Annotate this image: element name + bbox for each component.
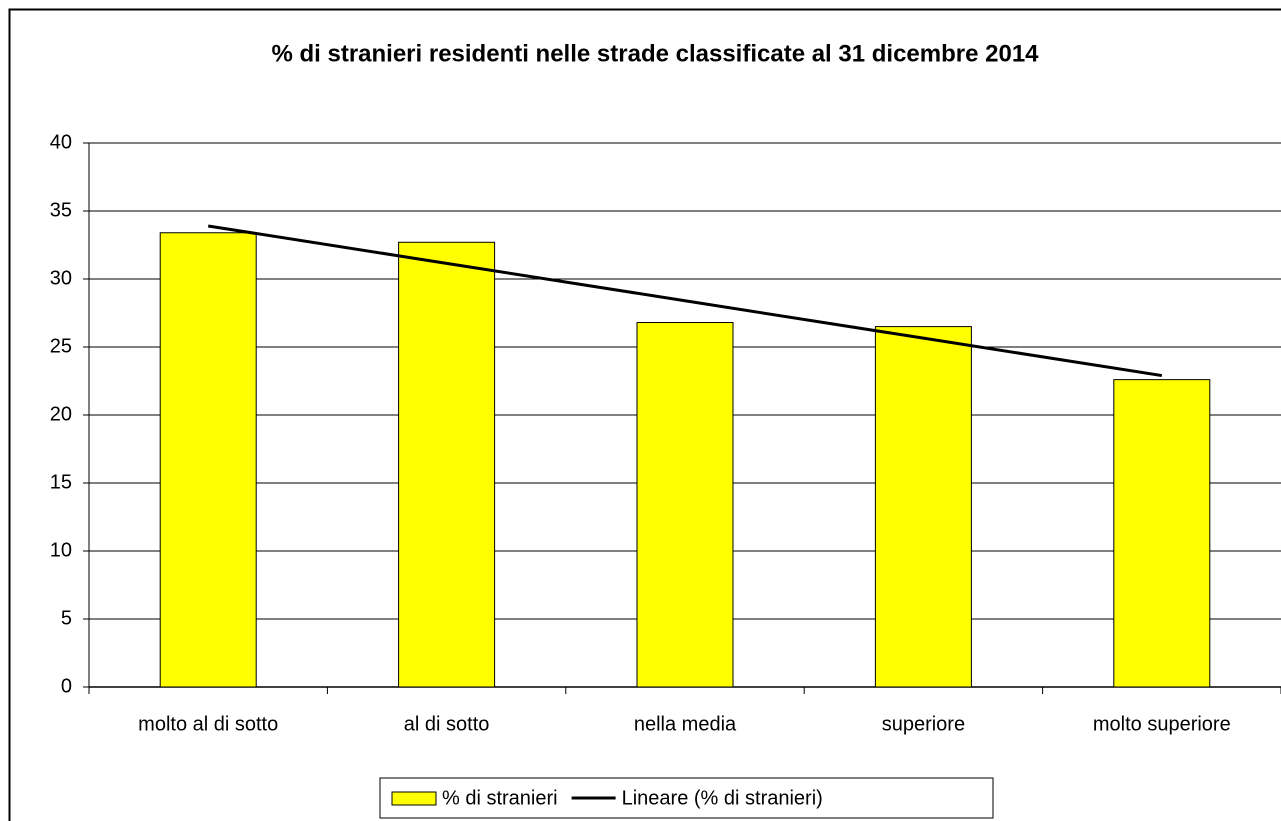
x-tick-label: molto superiore xyxy=(1093,713,1231,735)
y-tick-label: 0 xyxy=(61,675,72,697)
bar xyxy=(159,232,257,688)
trend-line xyxy=(207,224,1163,378)
bar xyxy=(874,326,972,688)
x-tick-label: molto al di sotto xyxy=(138,713,278,735)
y-tick-label: 30 xyxy=(50,267,72,289)
x-tick-label: superiore xyxy=(882,713,965,735)
legend-swatch xyxy=(391,791,437,806)
y-tick-label: 15 xyxy=(50,471,72,493)
legend-label: Lineare (% di stranieri) xyxy=(622,787,823,809)
y-tick-label: 35 xyxy=(50,199,72,221)
x-tick-label: al di sotto xyxy=(404,713,490,735)
legend-box xyxy=(379,777,994,819)
bar xyxy=(636,322,734,688)
bar xyxy=(398,241,496,688)
x-tick-label: nella media xyxy=(634,713,737,735)
y-tick-label: 40 xyxy=(50,131,72,153)
y-tick-label: 20 xyxy=(50,403,72,425)
y-tick-label: 5 xyxy=(61,607,72,629)
y-tick-label: 25 xyxy=(50,335,72,357)
y-tick-label: 10 xyxy=(50,539,72,561)
bar xyxy=(1113,379,1211,688)
chart-title: % di stranieri residenti nelle strade cl… xyxy=(271,40,1039,67)
legend-label: % di stranieri xyxy=(442,787,558,809)
